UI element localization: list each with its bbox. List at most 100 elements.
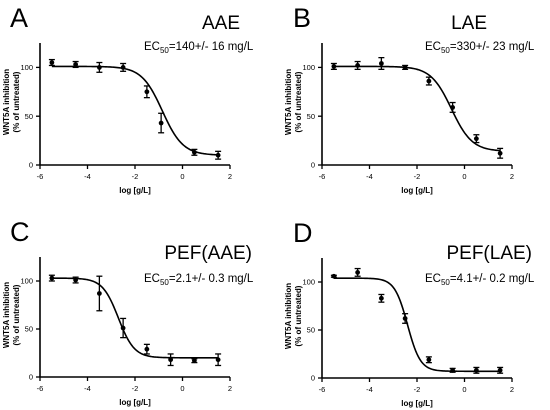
y-tick-label: 0 [29,373,33,382]
data-point [331,273,337,279]
x-axis-title: log [g/L] [119,398,151,407]
data-point [402,316,408,321]
data-point [73,62,79,67]
data-point [378,61,384,66]
fit-curve [333,65,501,152]
ec50-value: =4.1+/- 0.2 mg/L [450,273,535,285]
x-tick-label: -2 [132,172,139,181]
y-axis-title-line1: WNT5A inhibition [284,283,293,349]
data-point [120,325,126,331]
panel-title: LAE [451,13,487,34]
x-tick-label: -2 [414,385,421,394]
x-tick-label: -6 [37,172,44,181]
data-point [426,357,432,363]
ec50-prefix: EC [425,41,441,53]
panel-letter: C [10,217,30,247]
ec50-prefix: EC [425,273,441,285]
panel-letter: D [293,218,313,248]
fit-curve [51,277,219,359]
x-axis-title: log [g/L] [401,186,433,195]
y-tick-label: 0 [311,374,315,383]
data-point [215,357,221,363]
y-tick-label: 50 [307,112,315,121]
data-point [168,357,174,363]
ec50-subscript: 50 [441,46,450,55]
data-point [191,358,197,364]
x-tick-label: 2 [228,172,232,181]
data-point [497,150,503,156]
y-tick-label: 100 [302,63,315,72]
x-axis-title: log [g/L] [401,399,433,408]
data-point [49,275,55,281]
x-tick-label: 0 [180,172,184,181]
x-tick-label: 2 [510,172,514,181]
ec50-subscript: 50 [160,46,169,55]
x-tick-label: -4 [84,384,91,393]
y-axis-title-line1: WNT5A inhibition [284,69,293,135]
ec50-prefix: EC [144,273,160,285]
ec50-annotation: EC50=4.1+/- 0.2 mg/L [425,273,535,287]
data-point [73,277,79,283]
y-tick-label: 50 [307,326,315,335]
data-point [355,63,361,68]
data-point [158,120,164,126]
ec50-value: =140+/- 16 mg/L [169,41,254,53]
data-point [378,295,384,301]
x-tick-label: -4 [84,172,91,181]
ec50-annotation: EC50=2.1+/- 0.3 mg/L [144,273,254,287]
data-point [473,136,479,142]
y-tick-label: 100 [302,278,315,287]
ec50-value: =2.1+/- 0.3 mg/L [169,273,254,285]
ec50-subscript: 50 [160,278,169,287]
y-axis-title-line2: (% of untreated) [294,71,303,132]
ec50-annotation: EC50=140+/- 16 mg/L [144,41,254,55]
data-point [473,367,479,373]
data-point [331,64,337,69]
ec50-annotation: EC50=330+/- 23 mg/L [425,41,535,55]
data-point [426,78,432,84]
ec50-subscript: 50 [441,278,450,287]
x-tick-label: -6 [319,385,326,394]
y-tick-label: 100 [20,63,33,72]
panel-letter: B [293,3,311,33]
x-tick-label: -6 [37,384,44,393]
fit-curve [51,65,219,156]
data-point [96,65,102,70]
y-tick-label: 100 [20,277,33,286]
x-tick-label: 0 [462,385,466,394]
x-tick-label: 2 [510,385,514,394]
y-axis-title-line2: (% of untreated) [12,71,21,132]
x-tick-label: -6 [319,172,326,181]
data-point [402,65,408,70]
data-point [497,367,503,373]
data-point [355,270,361,275]
x-tick-label: -4 [366,385,373,394]
panel-title: PEF(LAE) [446,243,532,264]
data-point [144,89,150,95]
panel-title: PEF(AAE) [164,243,252,264]
data-point [215,152,221,158]
x-tick-label: -2 [414,172,421,181]
y-axis-title-line2: (% of untreated) [12,284,21,345]
data-point [191,149,197,155]
y-axis-title-line2: (% of untreated) [294,285,303,346]
x-axis-title: log [g/L] [119,186,151,195]
y-axis-title-line1: WNT5A inhibition [2,69,11,135]
data-point [120,65,126,70]
y-tick-label: 0 [311,161,315,170]
x-tick-label: 0 [180,384,184,393]
data-point [144,346,150,352]
y-axis-title-line1: WNT5A inhibition [2,282,11,348]
x-tick-label: 2 [228,384,232,393]
data-point [450,367,456,373]
ec50-value: =330+/- 23 mg/L [450,41,535,53]
data-point [96,291,102,296]
data-point [49,60,55,65]
x-tick-label: 0 [462,172,466,181]
fit-curve [333,277,501,373]
